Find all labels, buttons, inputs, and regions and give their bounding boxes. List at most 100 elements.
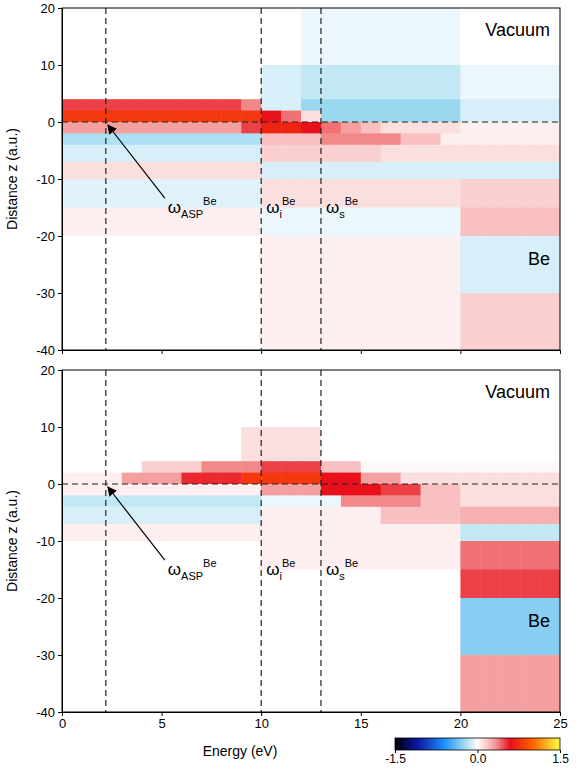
heatmap-cell [361,598,381,656]
heatmap-cell [301,507,321,525]
heatmap-cell [241,570,261,599]
heatmap-cell [401,145,421,163]
tick-label: -40 [36,343,55,358]
heatmap-cell [182,427,202,462]
heatmap-cell [182,8,202,66]
heatmap-cell [321,145,341,163]
annotation-superscript: Be [203,557,216,569]
heatmap-cell [241,370,261,428]
tick: -20 [36,591,62,606]
heatmap-cell [82,495,102,507]
heatmap-cell [321,99,341,111]
heatmap-cell [102,145,122,163]
plot-frame [62,8,560,350]
heatmap-cell [62,122,82,134]
heatmap-cell [500,162,520,180]
heatmap-cell [241,598,261,656]
heatmap-cell [520,507,540,525]
tick-label: 0 [59,716,66,731]
tick-label: -10 [36,172,55,187]
annotation: ωiBe [266,195,295,220]
heatmap-cell [301,495,321,507]
heatmap-cell [520,541,540,570]
heatmap-cell [540,495,560,507]
tick-mark [58,712,62,713]
heatmap-cell [241,162,261,180]
tick-mark [58,293,62,294]
heatmap-cell [221,122,241,134]
heatmap-cell [341,524,361,542]
heatmap-cell [341,461,361,473]
heatmap-cell [182,145,202,163]
heatmap-cell [261,145,281,163]
axis-line [63,351,561,355]
heatmap-cell [241,507,261,525]
tick-label: 1.5 [552,752,569,766]
heatmap-cell [480,495,500,507]
heatmap-cell [341,293,361,350]
annotation-subscript: ASP [181,208,203,220]
tick-mark [58,541,62,542]
region-label: Be [528,249,550,269]
heatmap-cell [221,484,241,496]
heatmap-cell [102,473,122,485]
heatmap-cell [381,162,401,180]
heatmap-cell [162,473,182,485]
heatmap-cell [102,179,122,208]
heatmap-cell [281,507,301,525]
annotation-symbol: ω [266,560,279,579]
heatmap-cell [82,598,102,656]
heatmap-cell [162,598,182,656]
heatmap-cell [540,122,560,134]
heatmap-cell [361,179,381,208]
heatmap-cell [381,484,401,496]
heatmap-cell [182,598,202,656]
tick: 25 [553,712,567,731]
tick: -30 [36,648,62,663]
heatmap-cell [321,293,341,350]
heatmap-cell [540,461,560,473]
heatmap-cell [480,598,500,656]
heatmap-cell [281,111,301,123]
heatmap-cell [102,162,122,180]
reference-line [261,8,262,350]
heatmap-cell [122,99,142,111]
heatmap-cell [122,8,142,66]
tick-label: 10 [254,716,268,731]
heatmap-cell [182,133,202,145]
heatmap-cell [122,427,142,462]
heatmap-cell [421,208,441,237]
heatmap-cell [241,99,261,111]
heatmap-cell [261,655,281,712]
heatmap-cell [301,293,321,350]
heatmap-cell [201,370,221,428]
heatmap-cell [281,99,301,111]
heatmap-cell [321,484,341,496]
heatmap-cell [162,8,182,66]
heatmap-cell [62,427,82,462]
heatmap-cell [361,162,381,180]
heatmap-cell [341,133,361,145]
heatmap-cell [460,473,480,485]
heatmap-cell [122,598,142,656]
axis-title: Energy (eV) [203,743,278,759]
heatmap-cell [62,99,82,111]
heatmap-cell [401,598,421,656]
heatmap-cell [540,179,560,208]
panel: -40-30-20-1001020Distance z (a.u.)Vacuum… [4,1,561,358]
heatmap-cell [361,65,381,100]
heatmap-cell [540,570,560,599]
annotation: ωASPBe [168,557,217,582]
heatmap-cell [301,208,321,237]
heatmap-cell [480,461,500,473]
heatmap-cell [500,111,520,123]
heatmap-cell [301,370,321,428]
heatmap-cell [520,570,540,599]
heatmap-cell [102,655,122,712]
heatmap-cell [421,122,441,134]
heatmap-cell [341,8,361,66]
x-axis [63,350,561,354]
reference-line [62,483,560,484]
heatmap-cell [341,598,361,656]
heatmap-cell [401,293,421,350]
